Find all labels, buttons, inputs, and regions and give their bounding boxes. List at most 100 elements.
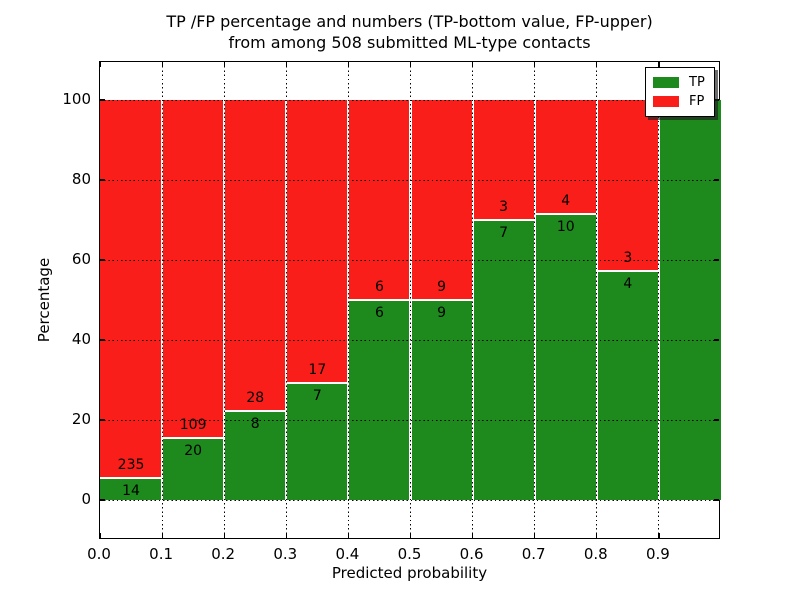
x-tick-label: 0.8 bbox=[583, 545, 608, 563]
tp-count-label: 7 bbox=[499, 225, 509, 241]
fp-count-label: 9 bbox=[437, 279, 446, 295]
x-tick-mark bbox=[534, 533, 536, 538]
vertical-gridline bbox=[534, 62, 536, 538]
tp-count-label: 7 bbox=[312, 388, 322, 405]
x-tick-label: 0.9 bbox=[645, 545, 670, 563]
bar-segment-fp bbox=[473, 100, 534, 219]
y-tick-mark bbox=[100, 99, 105, 101]
horizontal-gridline bbox=[100, 260, 719, 261]
bar-segment-tp bbox=[473, 221, 534, 500]
y-tick-mark bbox=[100, 339, 105, 341]
tp-count-label: 9 bbox=[437, 305, 446, 321]
bar-segment-fp bbox=[597, 100, 658, 271]
fp-count-label: 3 bbox=[623, 250, 633, 267]
fp-count-label: 28 bbox=[246, 390, 265, 407]
horizontal-gridline bbox=[100, 420, 719, 421]
bar-segment-fp bbox=[535, 100, 596, 214]
y-tick-label: 20 bbox=[71, 410, 91, 428]
legend-label-tp: TP bbox=[689, 75, 705, 90]
bar-segment-tp bbox=[100, 478, 162, 500]
x-axis-label: Predicted probability bbox=[331, 564, 488, 582]
horizontal-gridline bbox=[100, 180, 719, 181]
y-tick-mark bbox=[100, 419, 105, 421]
x-tick-mark bbox=[472, 533, 474, 538]
x-tick-mark bbox=[223, 533, 225, 538]
x-tick-mark bbox=[347, 62, 350, 67]
y-tick-label: 0 bbox=[81, 490, 91, 508]
x-tick-label: 0.5 bbox=[397, 545, 422, 563]
bar-segment-fp bbox=[411, 100, 472, 299]
x-tick-mark bbox=[596, 533, 598, 538]
vertical-gridline bbox=[410, 62, 411, 538]
x-tick-label: 0.1 bbox=[149, 545, 174, 563]
y-tick-mark bbox=[714, 339, 719, 341]
bar-segment-fp bbox=[225, 100, 286, 411]
x-tick-label: 0.7 bbox=[521, 545, 546, 563]
tp-count-label: 10 bbox=[556, 219, 575, 236]
plot-canvas: 1423520109828717669973104439 bbox=[99, 62, 721, 538]
x-tick-mark bbox=[161, 533, 163, 538]
x-tick-mark bbox=[347, 533, 350, 538]
vertical-gridline bbox=[347, 62, 349, 538]
horizontal-gridline bbox=[100, 500, 719, 501]
chart-title-line1: TP /FP percentage and numbers (TP-bottom… bbox=[166, 12, 653, 31]
y-tick-label: 100 bbox=[62, 90, 91, 108]
x-tick-label: 0.3 bbox=[273, 545, 298, 563]
x-tick-mark bbox=[658, 62, 660, 67]
y-tick-mark bbox=[100, 259, 105, 261]
y-tick-label: 60 bbox=[71, 250, 91, 268]
fp-count-label: 109 bbox=[179, 416, 207, 433]
legend-swatch-tp bbox=[653, 77, 679, 88]
legend-entry-fp: FP bbox=[653, 92, 705, 111]
y-tick-label: 40 bbox=[71, 330, 91, 348]
bar-segment-fp bbox=[349, 100, 410, 299]
bar-segment-fp bbox=[100, 100, 162, 477]
tp-count-label: 14 bbox=[122, 482, 140, 499]
x-tick-label: 0.2 bbox=[211, 545, 236, 563]
y-tick-mark bbox=[714, 259, 719, 261]
fp-count-label: 6 bbox=[374, 279, 384, 295]
vertical-gridline bbox=[596, 62, 598, 538]
x-tick-mark bbox=[285, 533, 287, 538]
x-tick-mark bbox=[409, 533, 412, 538]
x-tick-mark bbox=[223, 62, 225, 67]
bar-segment-fp bbox=[163, 100, 224, 437]
bar-segment-tp bbox=[659, 100, 721, 500]
x-tick-mark bbox=[161, 62, 163, 67]
fp-count-label: 235 bbox=[117, 456, 145, 473]
fp-count-label: 4 bbox=[561, 193, 571, 210]
x-tick-label: 0.6 bbox=[459, 545, 484, 563]
x-tick-label: 0.4 bbox=[335, 545, 360, 563]
y-tick-mark bbox=[100, 499, 105, 501]
bar-segment-tp bbox=[597, 272, 658, 500]
y-tick-mark bbox=[714, 419, 719, 421]
tp-count-label: 20 bbox=[184, 442, 203, 459]
chart-title: TP /FP percentage and numbers (TP-bottom… bbox=[99, 11, 720, 53]
bar-segment-tp bbox=[163, 438, 224, 500]
bar-segment-tp bbox=[287, 384, 348, 500]
y-tick-label: 80 bbox=[71, 170, 91, 188]
x-tick-mark bbox=[409, 62, 412, 67]
vertical-gridline bbox=[658, 62, 660, 538]
horizontal-gridline bbox=[100, 340, 719, 341]
plot-area: 1423520109828717669973104439 bbox=[99, 61, 721, 539]
x-tick-mark bbox=[596, 62, 598, 67]
y-tick-mark bbox=[714, 99, 719, 101]
bar-segment-tp bbox=[225, 412, 286, 500]
tp-count-label: 6 bbox=[374, 305, 384, 321]
vertical-gridline bbox=[161, 62, 163, 538]
fp-count-label: 17 bbox=[308, 362, 327, 379]
vertical-gridline bbox=[285, 62, 287, 538]
x-tick-label: 0.0 bbox=[87, 545, 111, 563]
y-tick-mark bbox=[714, 499, 719, 501]
x-tick-mark bbox=[99, 533, 101, 538]
tp-count-label: 8 bbox=[250, 416, 260, 433]
vertical-gridline bbox=[223, 62, 225, 538]
bar-segment-tp bbox=[411, 301, 472, 500]
chart-title-line2: from among 508 submitted ML-type contact… bbox=[228, 33, 591, 52]
x-tick-mark bbox=[285, 62, 287, 67]
x-tick-mark bbox=[658, 533, 660, 538]
legend-label-fp: FP bbox=[689, 94, 705, 109]
x-tick-mark bbox=[472, 62, 474, 67]
